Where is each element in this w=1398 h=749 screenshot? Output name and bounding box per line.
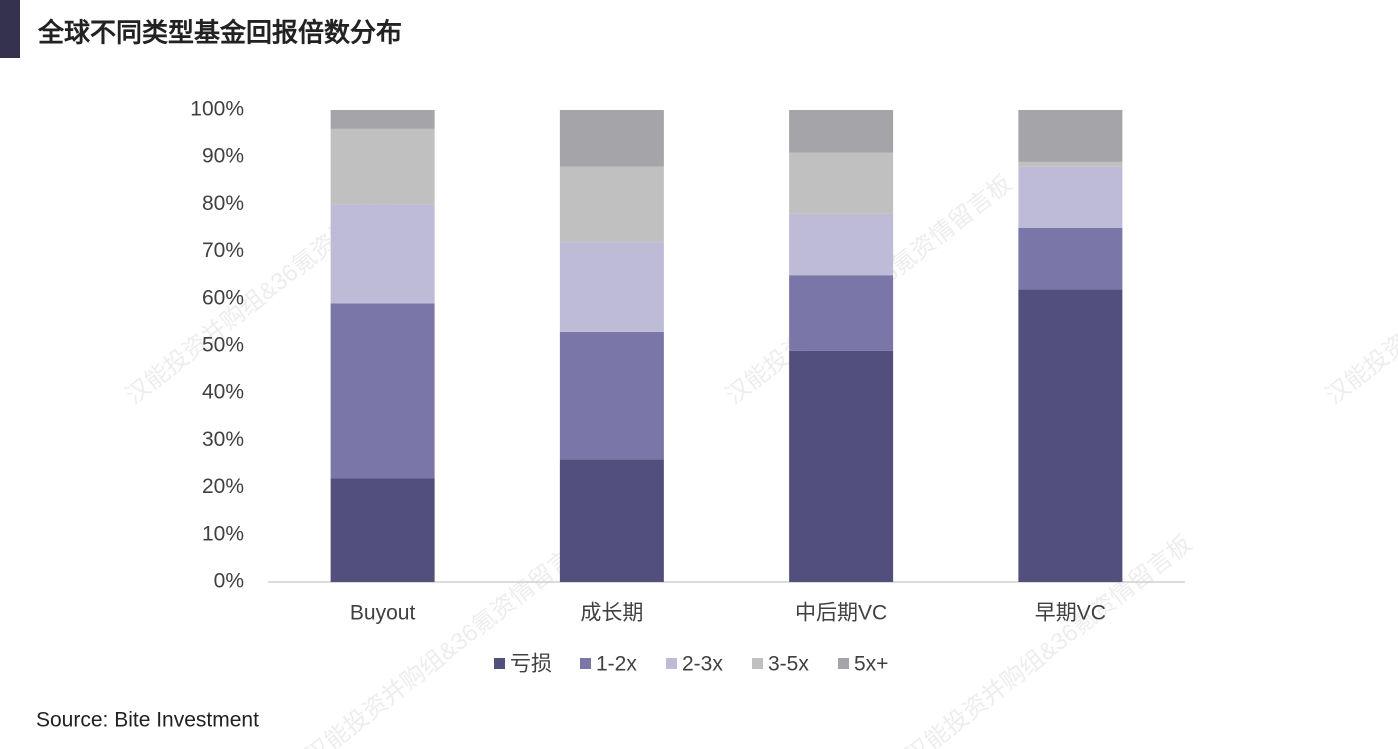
bar-segment (330, 303, 435, 479)
bar-segment (789, 152, 894, 214)
bar-segment (330, 204, 435, 304)
legend-label: 5x+ (854, 653, 888, 676)
y-tick-label: 20% (202, 475, 244, 498)
y-tick-label: 60% (202, 286, 244, 309)
bar-segment (559, 166, 664, 243)
y-tick-label: 70% (202, 239, 244, 262)
bar-segment (330, 128, 435, 205)
legend-swatch (494, 658, 505, 669)
y-tick-label: 0% (214, 570, 244, 593)
bar-segment (559, 459, 664, 582)
y-tick-label: 10% (202, 522, 244, 545)
bar-segment (789, 213, 894, 276)
bar-segment (1018, 161, 1123, 167)
legend-swatch (666, 658, 677, 669)
chart-title: 全球不同类型基金回报倍数分布 (37, 18, 402, 49)
bar-segment (789, 275, 894, 351)
bar-segment (1018, 110, 1123, 162)
bar-segment (559, 242, 664, 332)
bar-segment (559, 110, 664, 167)
legend-label: 2-3x (682, 653, 723, 676)
y-tick-label: 50% (202, 334, 244, 357)
y-tick-label: 100% (190, 98, 244, 121)
y-tick-label: 90% (202, 145, 244, 168)
y-tick-label: 40% (202, 381, 244, 404)
x-tick-label: 中后期VC (795, 602, 887, 625)
bar-segment (789, 350, 894, 582)
x-tick-label: Buyout (350, 602, 416, 625)
legend-label: 亏损 (510, 653, 552, 676)
legend-label: 3-5x (768, 653, 809, 676)
title-bar (0, 0, 20, 58)
bar-segment (1018, 166, 1123, 228)
legend-label: 1-2x (596, 653, 637, 676)
y-tick-label: 30% (202, 428, 244, 451)
legend-swatch (752, 658, 763, 669)
watermark: 汉能投资并购组&36氪资情留言板 (1321, 170, 1398, 410)
bar-segment (1018, 289, 1123, 582)
bar-segment (559, 331, 664, 460)
legend-swatch (580, 658, 591, 669)
y-tick-label: 80% (202, 192, 244, 215)
legend-swatch (838, 658, 849, 669)
bar-segment (330, 478, 435, 582)
bar-segment (1018, 228, 1123, 290)
source: Source: Bite Investment (36, 709, 259, 732)
bar-segment (789, 110, 894, 153)
x-tick-label: 成长期 (580, 602, 643, 625)
x-tick-label: 早期VC (1035, 602, 1106, 625)
bar-segment (330, 110, 435, 129)
